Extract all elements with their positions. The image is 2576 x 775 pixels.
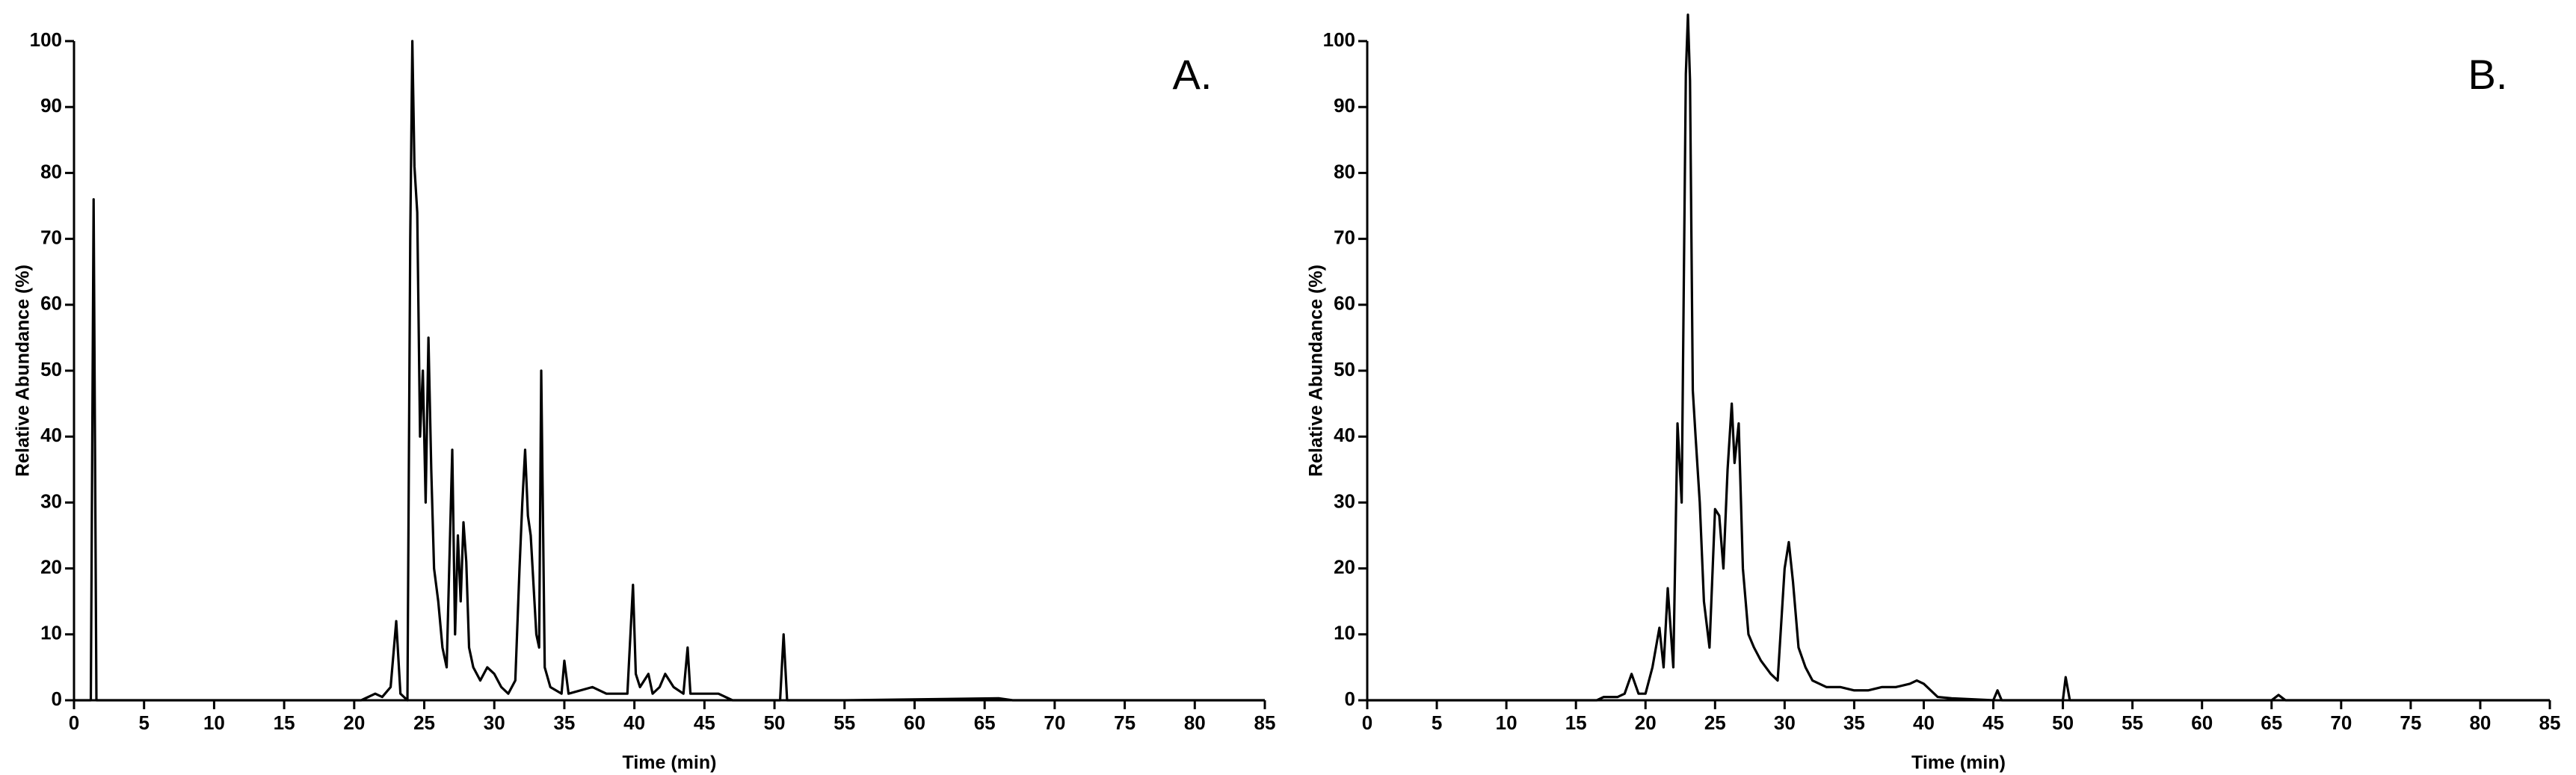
x-tick-label: 5: [1432, 711, 1442, 734]
x-tick-label: 15: [274, 711, 295, 734]
x-tick-label: 30: [1774, 711, 1796, 734]
x-tick-label: 55: [833, 711, 855, 734]
x-tick-label: 0: [69, 711, 79, 734]
y-tick-label: 50: [1334, 358, 1355, 380]
y-tick-label: 80: [40, 160, 62, 182]
x-tick-label: 15: [1565, 711, 1587, 734]
x-tick-label: 50: [764, 711, 786, 734]
y-tick-label: 0: [52, 688, 62, 710]
y-tick-label: 100: [1323, 28, 1355, 51]
y-tick-label: 60: [1334, 292, 1355, 315]
x-tick-label: 20: [343, 711, 365, 734]
x-tick-label: 80: [1184, 711, 1206, 734]
y-tick-label: 40: [40, 424, 62, 446]
x-tick-label: 50: [2052, 711, 2074, 734]
y-tick-label: 10: [1334, 622, 1355, 644]
x-tick-label: 30: [484, 711, 505, 734]
y-tick-label: 30: [1334, 490, 1355, 512]
x-tick-label: 80: [2469, 711, 2491, 734]
y-tick-label: 20: [1334, 555, 1355, 578]
x-tick-label: 5: [138, 711, 149, 734]
y-tick-label: 50: [40, 358, 62, 380]
chromatogram-line: [1367, 13, 2550, 702]
x-tick-label: 65: [974, 711, 996, 734]
y-axis-label: Relative Abundance (%): [13, 265, 34, 477]
x-tick-label: 35: [1843, 711, 1865, 734]
x-tick-label: 85: [2539, 711, 2561, 734]
x-tick-label: 75: [2400, 711, 2421, 734]
chromatogram-line: [74, 40, 1265, 702]
x-tick-label: 55: [2121, 711, 2143, 734]
y-tick-label: 70: [40, 226, 62, 248]
y-tick-label: 80: [1334, 160, 1355, 182]
y-tick-label: 0: [1345, 688, 1355, 710]
x-axis-label: Time (min): [623, 753, 717, 774]
y-tick-label: 60: [40, 292, 62, 315]
x-tick-label: 25: [1704, 711, 1726, 734]
y-tick-label: 20: [40, 555, 62, 578]
y-tick-label: 40: [1334, 424, 1355, 446]
y-axis-label: Relative Abundance (%): [1306, 265, 1327, 477]
x-tick-label: 85: [1254, 711, 1276, 734]
x-tick-label: 60: [2191, 711, 2213, 734]
x-tick-label: 35: [553, 711, 575, 734]
panel-annotation: B.: [2468, 51, 2508, 98]
x-tick-label: 25: [413, 711, 435, 734]
x-tick-label: 40: [623, 711, 645, 734]
y-tick-label: 100: [30, 28, 62, 51]
x-tick-label: 65: [2261, 711, 2282, 734]
y-tick-label: 30: [40, 490, 62, 512]
x-tick-label: 75: [1114, 711, 1136, 734]
x-tick-label: 10: [1496, 711, 1517, 734]
x-tick-label: 70: [2330, 711, 2352, 734]
x-tick-label: 70: [1044, 711, 1065, 734]
x-tick-label: 10: [203, 711, 225, 734]
x-tick-label: 0: [1362, 711, 1372, 734]
y-tick-label: 90: [1334, 94, 1355, 117]
y-tick-label: 70: [1334, 226, 1355, 248]
x-tick-label: 45: [1982, 711, 2004, 734]
y-tick-label: 10: [40, 622, 62, 644]
x-tick-label: 45: [694, 711, 715, 734]
x-axis-label: Time (min): [1911, 753, 2006, 774]
x-tick-label: 40: [1913, 711, 1935, 734]
x-tick-label: 60: [904, 711, 925, 734]
panel-annotation: A.: [1173, 51, 1212, 98]
x-tick-label: 20: [1635, 711, 1657, 734]
y-tick-label: 90: [40, 94, 62, 117]
